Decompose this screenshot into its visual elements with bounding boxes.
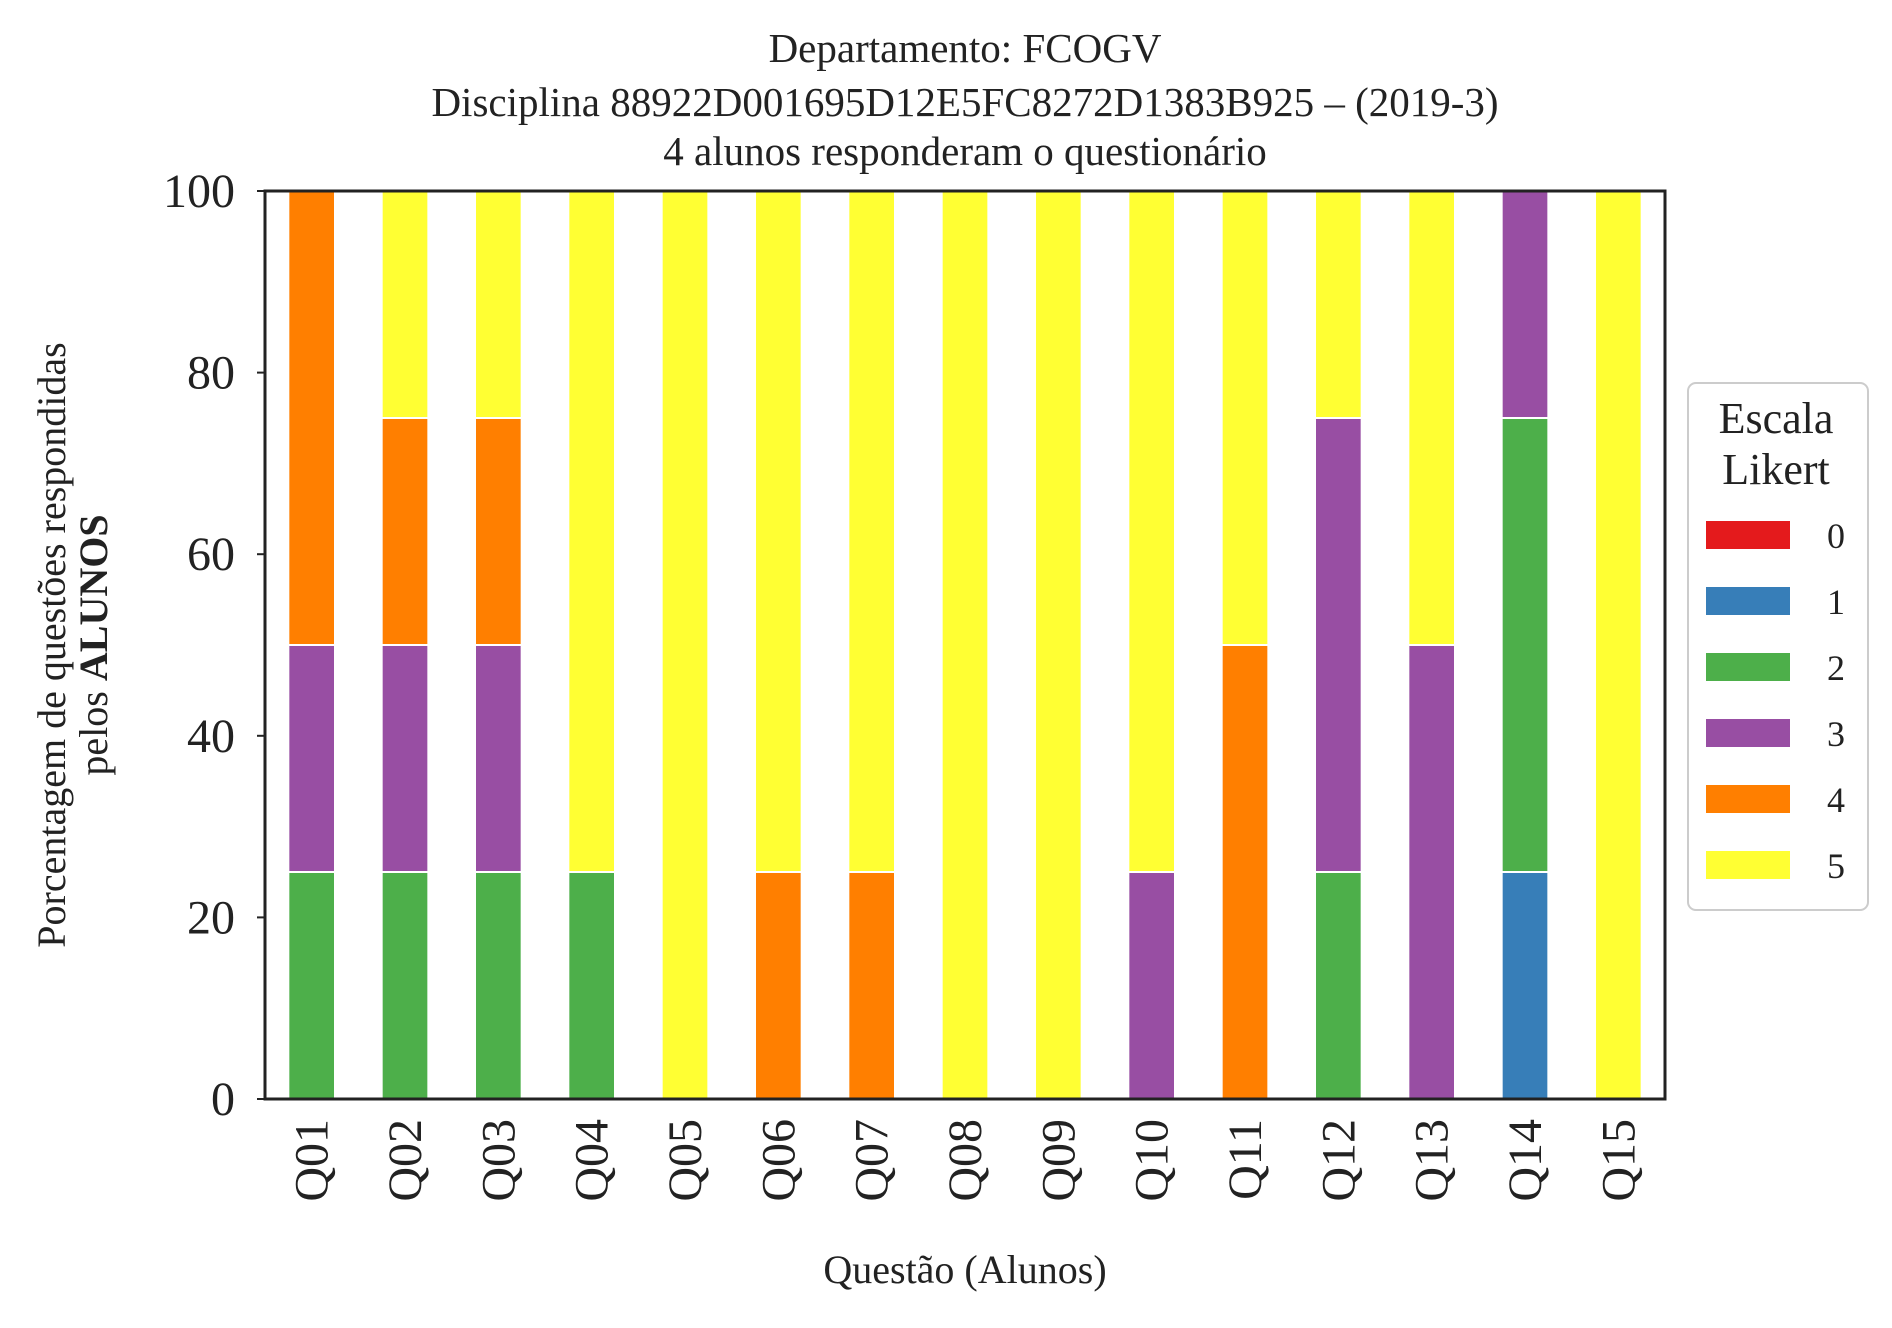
x-tick-label: Q07 [846, 1119, 899, 1202]
x-tick-label: Q11 [1219, 1119, 1272, 1200]
x-axis-label: Questão (Alunos) [823, 1247, 1106, 1292]
legend-title-line-1: Escala [1719, 394, 1834, 443]
bar-q13-likert-5 [1407, 190, 1456, 646]
legend-label-5: 5 [1827, 846, 1845, 886]
bar-q01-likert-2 [287, 871, 336, 1100]
bar-q12-likert-5 [1314, 190, 1363, 419]
x-tick-label: Q13 [1406, 1119, 1459, 1202]
legend-frame [1687, 382, 1869, 911]
bar-q07-likert-5 [847, 190, 897, 873]
bar-q04-likert-5 [567, 190, 617, 873]
legend-items: 0 1 2 3 4 5 [1706, 516, 1845, 886]
legend-swatch-0 [1706, 521, 1790, 549]
y-tick-label: 40 [187, 710, 235, 763]
bar-q01-likert-4 [287, 190, 336, 646]
x-tick-label: Q15 [1592, 1119, 1645, 1202]
legend-label-0: 0 [1827, 516, 1845, 556]
legend-label-1: 1 [1827, 582, 1845, 622]
bar-q03-likert-4 [474, 417, 523, 646]
chart-title-line-2: Disciplina 88922D001695D12E5FC8272D1383B… [431, 79, 1498, 125]
y-tick-labels: 0 20 40 60 80 100 [163, 165, 265, 1126]
bar-q01-likert-3 [287, 644, 336, 873]
y-tick-label: 20 [187, 891, 235, 944]
y-axis-label: Porcentagem de questões respondidas pelo… [29, 342, 116, 947]
y-axis-label-line-1: Porcentagem de questões respondidas [29, 342, 74, 947]
bar-q03-likert-3 [474, 644, 523, 873]
x-tick-label: Q08 [939, 1119, 992, 1202]
plot-frame [263, 189, 1667, 1101]
bar-q06-likert-5 [754, 190, 803, 873]
bar-q09-likert-5 [1034, 190, 1083, 1100]
bar-q06-likert-4 [754, 871, 803, 1100]
legend-swatch-1 [1706, 587, 1790, 615]
x-tick-label: Q14 [1499, 1119, 1552, 1202]
y-tick-label: 60 [187, 528, 235, 581]
bar-q02-likert-4 [380, 417, 430, 646]
bar-q02-likert-3 [380, 644, 430, 873]
bar-q03-likert-5 [474, 190, 523, 419]
bar-q10-likert-5 [1127, 190, 1176, 873]
legend-title-line-2: Likert [1722, 445, 1830, 494]
bar-q14-likert-3 [1500, 190, 1550, 419]
x-tick-labels: Q01 Q02 Q03 Q04 Q05 Q06 Q07 Q08 Q09 Q10 Q11 Q12 Q13 Q… [286, 1119, 1646, 1202]
bar-q05-likert-5 [660, 190, 710, 1100]
bar-q02-likert-5 [380, 190, 430, 419]
legend-label-4: 4 [1827, 780, 1845, 820]
bar-q12-likert-3 [1314, 417, 1363, 873]
x-tick-label: Q04 [566, 1119, 619, 1202]
bar-q13-likert-3 [1407, 644, 1456, 1100]
bar-q04-likert-2 [567, 871, 617, 1100]
bar-q07-likert-4 [847, 871, 897, 1100]
y-axis-label-prefix: pelos [71, 681, 116, 775]
x-tick-label: Q03 [472, 1119, 525, 1202]
bar-q10-likert-3 [1127, 871, 1176, 1100]
x-tick-label: Q10 [1126, 1119, 1179, 1202]
bar-q08-likert-5 [940, 190, 990, 1100]
chart-title-line-1: Departamento: FCOGV [769, 25, 1162, 71]
x-tick-label: Q02 [379, 1119, 432, 1202]
y-tick-label: 0 [211, 1073, 235, 1126]
x-tick-label: Q06 [752, 1119, 805, 1202]
y-axis-label-line-2: pelos ALUNOS [71, 514, 116, 775]
legend-swatch-4 [1706, 785, 1790, 813]
chart-title-line-3: 4 alunos responderam o questionário [663, 128, 1266, 174]
x-tick-label: Q01 [286, 1119, 339, 1202]
bar-q03-likert-2 [474, 871, 523, 1100]
bar-q14-likert-2 [1500, 417, 1550, 873]
bar-q15-likert-5 [1594, 190, 1643, 1100]
bar-q11-likert-4 [1220, 644, 1270, 1100]
bar-group [287, 190, 1643, 1100]
legend: Escala Likert 0 1 2 3 4 5 [1687, 382, 1869, 911]
x-tick-label: Q05 [659, 1119, 712, 1202]
bar-q14-likert-1 [1500, 871, 1550, 1100]
y-tick-label: 80 [187, 347, 235, 400]
legend-swatch-2 [1706, 653, 1790, 681]
legend-label-2: 2 [1827, 648, 1845, 688]
x-tick-label: Q12 [1312, 1119, 1365, 1202]
bar-q11-likert-5 [1220, 190, 1270, 646]
y-tick-label: 100 [163, 165, 235, 218]
x-tick-label: Q09 [1032, 1119, 1085, 1202]
legend-label-3: 3 [1827, 714, 1845, 754]
legend-swatch-5 [1706, 851, 1790, 879]
bar-q02-likert-2 [380, 871, 430, 1100]
bar-q12-likert-2 [1314, 871, 1363, 1100]
y-axis-label-bold: ALUNOS [71, 514, 116, 681]
legend-swatch-3 [1706, 719, 1790, 747]
